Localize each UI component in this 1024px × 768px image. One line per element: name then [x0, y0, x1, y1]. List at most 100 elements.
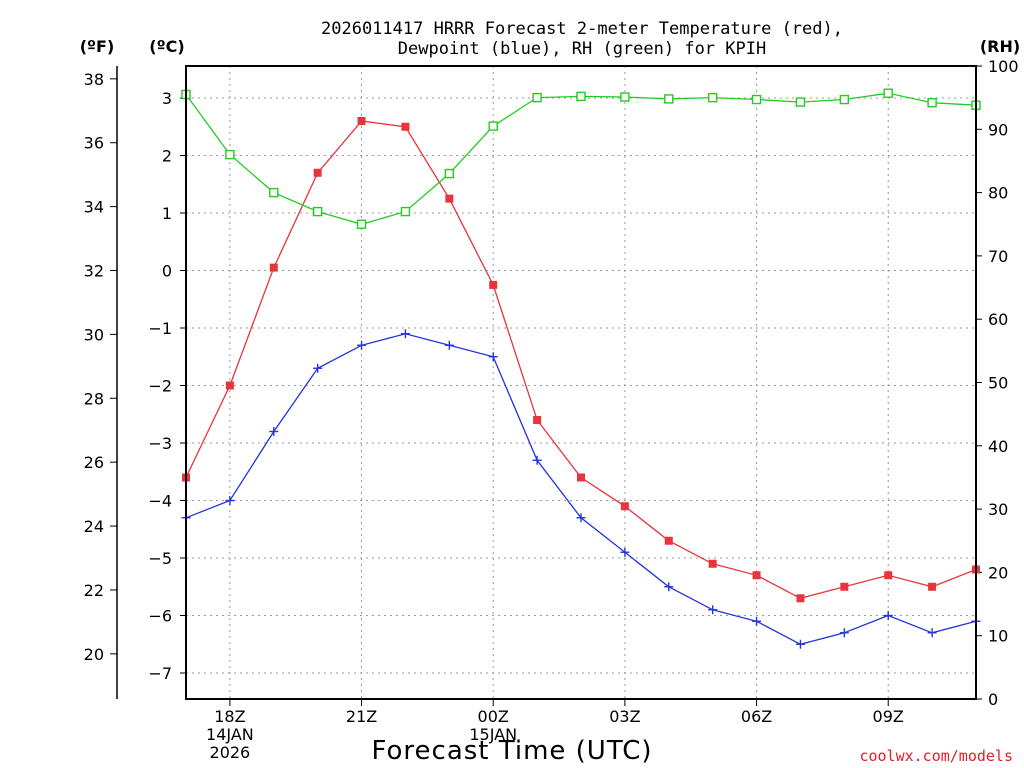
- fahrenheit-tick-label: 36: [84, 134, 104, 153]
- dewpoint-point: [664, 582, 674, 592]
- rh-line: [185, 92, 977, 225]
- celsius-tick-label: 2: [162, 147, 172, 166]
- celsius-tick-label: −5: [148, 549, 172, 568]
- rh-tick-label: 0: [988, 690, 998, 709]
- rh-point: [883, 88, 893, 98]
- temperature-line: [185, 120, 977, 599]
- x-tick-label: 18Z: [214, 707, 245, 726]
- rh-point: [839, 94, 850, 105]
- rh-tick-label: 80: [988, 184, 1008, 203]
- rh-point: [400, 206, 411, 217]
- dewpoint-point: [357, 340, 367, 350]
- dewpoint-point: [576, 513, 586, 523]
- rh-point: [927, 98, 937, 108]
- x-axis-label: Forecast Time (UTC): [371, 736, 652, 766]
- dewpoint-point: [400, 329, 410, 339]
- rh-tick-label: 90: [988, 120, 1008, 139]
- fahrenheit-tick-label: 24: [84, 517, 104, 536]
- dewpoint-point: [795, 639, 805, 649]
- dewpoint-point: [488, 352, 498, 362]
- temperature-point: [796, 594, 805, 603]
- temperature-point: [489, 280, 498, 289]
- celsius-tick-label: −6: [148, 607, 172, 626]
- rh-point: [312, 206, 323, 217]
- fahrenheit-tick-label: 22: [84, 581, 104, 600]
- rh-tick-label: 30: [988, 500, 1008, 519]
- dewpoint-point: [620, 547, 630, 557]
- temperature-point: [225, 381, 234, 390]
- rh-point: [620, 92, 630, 102]
- x-tick-label: 2026: [210, 743, 251, 762]
- credit-label: coolwx.com/models: [859, 747, 1013, 765]
- dewpoint-point: [269, 427, 279, 436]
- temperature-point: [928, 582, 937, 591]
- x-tick-label: 15JAN: [469, 725, 517, 744]
- dewpoint-point: [883, 611, 893, 620]
- fahrenheit-tick-label: 34: [84, 198, 104, 217]
- rh-point: [576, 91, 586, 102]
- dewpoint-point: [708, 605, 718, 615]
- fahrenheit-tick-label: 20: [84, 645, 104, 664]
- fahrenheit-tick-label: 32: [84, 262, 104, 281]
- x-tick-label: 03Z: [609, 707, 640, 726]
- rh-point: [269, 187, 279, 198]
- temperature-point: [357, 117, 366, 125]
- celsius-tick-label: −7: [148, 664, 172, 683]
- rh-point: [751, 94, 762, 105]
- plot-area-frame: [185, 65, 977, 700]
- rh-tick-label: 20: [988, 563, 1008, 582]
- fahrenheit-tick-label: 26: [84, 453, 104, 472]
- dewpoint-point: [444, 340, 454, 350]
- rh-tick-label: 10: [988, 627, 1008, 646]
- temperature-point: [752, 571, 761, 580]
- rh-point: [707, 92, 718, 103]
- temperature-point: [884, 571, 893, 580]
- temperature-point: [708, 559, 717, 568]
- chart-title-line-2: Dewpoint (blue), RH (green) for KPIH: [398, 39, 766, 59]
- rh-unit-label: (RH): [980, 37, 1020, 56]
- series-layer: [181, 88, 981, 649]
- celsius-unit-label: (ºC): [149, 37, 184, 56]
- temperature-point: [269, 263, 278, 272]
- temperature-point: [664, 536, 673, 545]
- dewpoint-point: [839, 628, 849, 638]
- celsius-tick-label: 1: [162, 204, 172, 223]
- fahrenheit-tick-label: 28: [84, 389, 104, 408]
- celsius-tick-label: −3: [148, 434, 172, 453]
- temperature-point: [620, 502, 629, 511]
- temperature-point: [840, 582, 849, 591]
- rh-tick-label: 100: [988, 57, 1019, 76]
- rh-tick-label: 70: [988, 247, 1008, 266]
- dewpoint-line: [185, 333, 977, 645]
- rh-point: [225, 149, 235, 160]
- x-tick-label: 14JAN: [206, 725, 254, 744]
- rh-point: [488, 121, 498, 131]
- dewpoint-point: [313, 363, 323, 373]
- dewpoint-point: [927, 628, 937, 638]
- x-tick-label: 00Z: [478, 707, 509, 726]
- x-tick-label: 06Z: [741, 707, 772, 726]
- temperature-point: [313, 168, 322, 177]
- dewpoint-point: [532, 455, 542, 465]
- grid-lines: [186, 66, 976, 699]
- x-tick-label: 21Z: [346, 707, 377, 726]
- temperature-point: [577, 473, 585, 482]
- rh-point: [795, 97, 806, 107]
- celsius-axis: 3 2 1 0 −1 −2 −3 −4 −5 −6 −7: [148, 89, 186, 683]
- dewpoint-point: [752, 616, 762, 626]
- rh-tick-label: 40: [988, 437, 1008, 456]
- rh-point: [356, 219, 367, 229]
- celsius-tick-label: 0: [162, 262, 172, 281]
- temperature-point: [533, 416, 542, 424]
- chart-title-line-1: 2026011417 HRRR Forecast 2-meter Tempera…: [321, 19, 843, 39]
- fahrenheit-unit-label: (ºF): [80, 37, 115, 56]
- rh-tick-label: 60: [988, 310, 1008, 329]
- fahrenheit-axis: 38 36 34 32 30 28 26 24 22 20: [84, 70, 117, 664]
- celsius-tick-label: −2: [148, 377, 172, 396]
- rh-tick-label: 50: [988, 374, 1008, 393]
- rh-point: [664, 94, 674, 104]
- rh-point: [444, 168, 455, 179]
- celsius-tick-label: −1: [148, 319, 172, 338]
- temperature-point: [445, 194, 454, 203]
